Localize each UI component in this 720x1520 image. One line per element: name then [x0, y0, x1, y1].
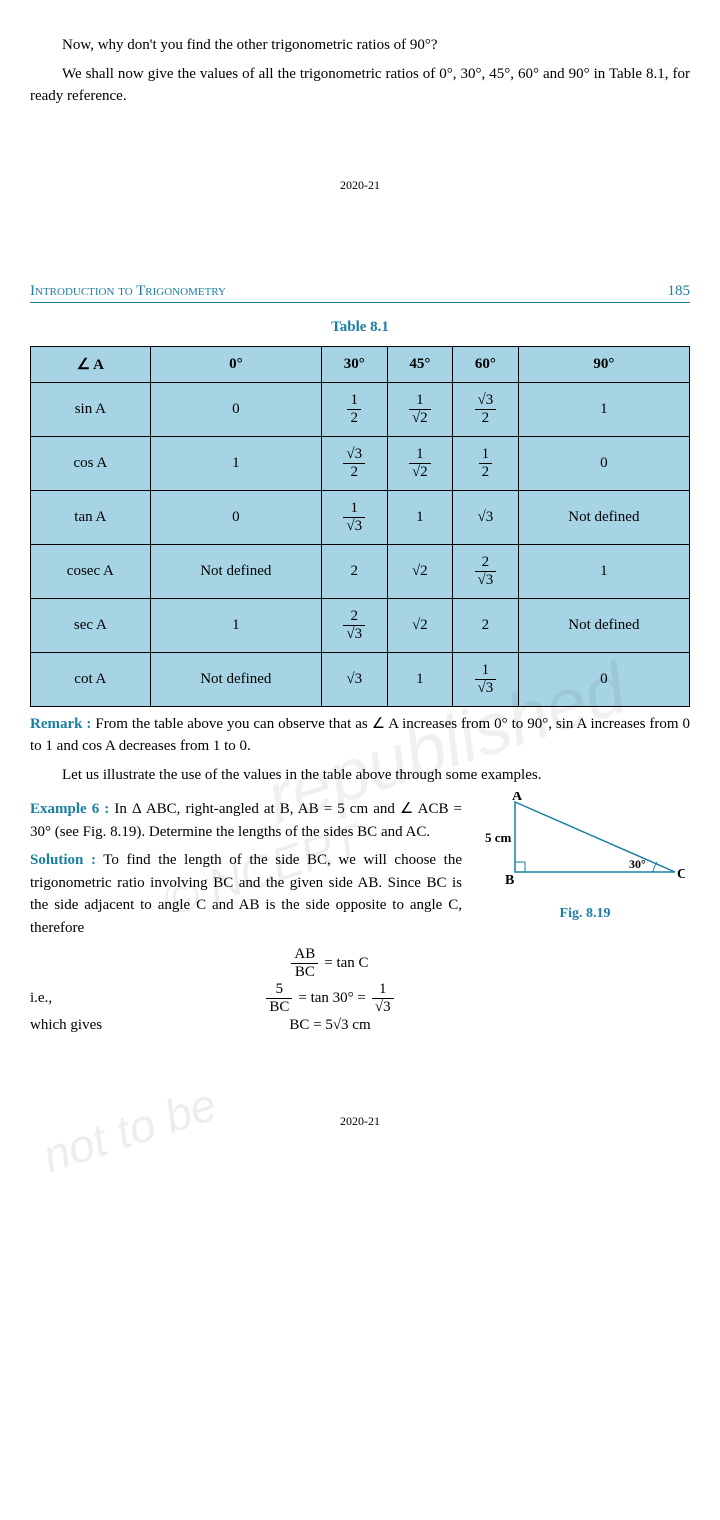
chapter-title: Introduction to Trigonometry	[30, 283, 226, 300]
eq2-mid: = tan 30° =	[298, 990, 366, 1007]
which-gives-label: which gives	[30, 1017, 130, 1034]
table-row: tan A 0 1√3 1 √3 Not defined	[31, 490, 690, 544]
equation-2: i.e., 5BC = tan 30° = 1√3	[30, 982, 690, 1015]
eq3-text: BC = 5√3 cm	[289, 1017, 370, 1034]
th-45: 45°	[387, 346, 453, 382]
table-row: cosec A Not defined 2 √2 2√3 1	[31, 544, 690, 598]
cell: 2√3	[321, 598, 387, 652]
triangle-figure: A B C 5 cm 30°	[485, 792, 685, 902]
cell: 12	[453, 436, 519, 490]
solution-label: Solution :	[30, 852, 96, 868]
th-60: 60°	[453, 346, 519, 382]
watermark-nottobe: not to be	[36, 1076, 223, 1183]
cell: Not defined	[150, 544, 321, 598]
vertex-b: B	[505, 873, 514, 888]
cell: 1√2	[387, 382, 453, 436]
table-header-row: ∠ A 0° 30° 45° 60° 90°	[31, 346, 690, 382]
footer-year-1: 2020-21	[30, 178, 690, 193]
eq2-lhs: 5BC	[266, 982, 292, 1015]
row-label: sec A	[31, 598, 151, 652]
eq2-rhs: 1√3	[372, 982, 394, 1015]
eq1-rhs: = tan C	[324, 955, 368, 972]
figure-col: A B C 5 cm 30° Fig. 8.19	[480, 792, 690, 922]
page-number: 185	[668, 283, 691, 300]
table-row: cos A 1 √32 1√2 12 0	[31, 436, 690, 490]
table-row: sin A 0 12 1√2 √32 1	[31, 382, 690, 436]
figure-caption: Fig. 8.19	[480, 906, 690, 922]
example-block: Example 6 : In Δ ABC, right-angled at B,…	[30, 792, 690, 945]
row-label: sin A	[31, 382, 151, 436]
cell: √2	[387, 598, 453, 652]
cell: √32	[321, 436, 387, 490]
cell: 12	[321, 382, 387, 436]
cell: 1√3	[453, 652, 519, 706]
solution-para: Solution : To find the length of the sid…	[30, 849, 462, 939]
remark-para: Remark : From the table above you can ob…	[30, 713, 690, 758]
example-text-col: Example 6 : In Δ ABC, right-angled at B,…	[30, 792, 462, 945]
angle-label: 30°	[629, 857, 646, 871]
example-para: Example 6 : In Δ ABC, right-angled at B,…	[30, 798, 462, 843]
cell: 2	[453, 598, 519, 652]
footer-year-2: 2020-21	[30, 1114, 690, 1129]
cell: 0	[518, 652, 689, 706]
intro-para-1: Now, why don't you find the other trigon…	[30, 34, 690, 57]
row-label: cos A	[31, 436, 151, 490]
cell: 1√3	[321, 490, 387, 544]
cell: √32	[453, 382, 519, 436]
cell: √3	[453, 490, 519, 544]
cell: Not defined	[518, 490, 689, 544]
cell: 1	[150, 598, 321, 652]
chapter-header: Introduction to Trigonometry 185	[30, 283, 690, 303]
cell: 1	[518, 382, 689, 436]
equation-3: which gives BC = 5√3 cm	[30, 1017, 690, 1034]
cell: 0	[150, 490, 321, 544]
cell: √3	[321, 652, 387, 706]
intro-para-2: We shall now give the values of all the …	[30, 63, 690, 108]
vertex-a: A	[512, 792, 523, 804]
cell: 1	[518, 544, 689, 598]
table-title: Table 8.1	[30, 319, 690, 336]
cell: 1	[387, 490, 453, 544]
cell: 0	[150, 382, 321, 436]
table-row: cot A Not defined √3 1 1√3 0	[31, 652, 690, 706]
page-2: republished © NCERT not to be Introducti…	[30, 283, 690, 1130]
equation-1: ABBC = tan C	[30, 947, 690, 980]
row-label: cot A	[31, 652, 151, 706]
th-90: 90°	[518, 346, 689, 382]
illustrate-para: Let us illustrate the use of the values …	[30, 764, 690, 787]
th-30: 30°	[321, 346, 387, 382]
ie-label: i.e.,	[30, 990, 130, 1007]
example-label: Example 6 :	[30, 801, 109, 817]
cell: Not defined	[518, 598, 689, 652]
table-row: sec A 1 2√3 √2 2 Not defined	[31, 598, 690, 652]
remark-label: Remark :	[30, 716, 91, 732]
row-label: tan A	[31, 490, 151, 544]
cell: 1√2	[387, 436, 453, 490]
vertex-c: C	[677, 867, 685, 882]
cell: Not defined	[150, 652, 321, 706]
cell: 1	[387, 652, 453, 706]
trig-table: ∠ A 0° 30° 45° 60° 90° sin A 0 12 1√2 √3…	[30, 346, 690, 707]
th-0: 0°	[150, 346, 321, 382]
side-label: 5 cm	[485, 830, 512, 845]
cell: 0	[518, 436, 689, 490]
cell: 2	[321, 544, 387, 598]
row-label: cosec A	[31, 544, 151, 598]
remark-text: From the table above you can observe tha…	[30, 716, 690, 755]
cell: 2√3	[453, 544, 519, 598]
cell: √2	[387, 544, 453, 598]
eq1-lhs: ABBC	[291, 947, 318, 980]
th-angle: ∠ A	[31, 346, 151, 382]
cell: 1	[150, 436, 321, 490]
